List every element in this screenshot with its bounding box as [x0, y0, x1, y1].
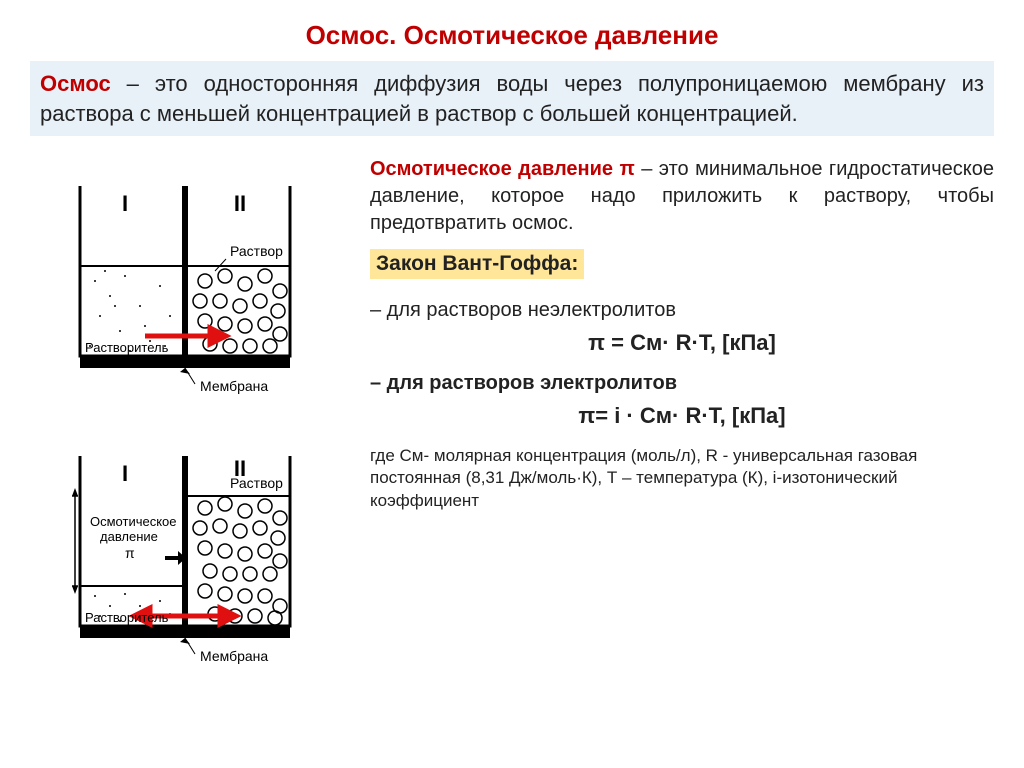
formula-electrolytes: π= i · Cᴍ· R·T, [кПа]	[370, 403, 994, 429]
svg-text:давление: давление	[100, 529, 158, 544]
label-membrane: Мембрана	[200, 378, 268, 394]
where-legend: где Cᴍ- молярная концентрация (моль/л), …	[370, 445, 994, 511]
definition-box: Осмос – это односторонняя диффузия воды …	[30, 61, 994, 136]
svg-text:Осмотическое: Осмотическое	[90, 514, 177, 529]
text-column: Осмотическое давление π – это минимально…	[360, 156, 994, 706]
osmotic-pressure-def: Осмотическое давление π – это минимально…	[370, 156, 994, 237]
svg-text:I: I	[122, 461, 128, 486]
page-title: Осмос. Осмотическое давление	[30, 20, 994, 51]
definition-text: – это односторонняя диффузия воды через …	[40, 71, 984, 126]
svg-text:Растворитель: Растворитель	[85, 610, 169, 625]
svg-text:π: π	[125, 545, 135, 561]
formula-nonelectrolytes: π = Cᴍ· R·T, [кПа]	[370, 330, 994, 356]
diagram-osmosis-equilibrium: I II Раствор Осмотическое давление π Рас…	[30, 426, 360, 676]
label-chamber-II: II	[234, 191, 246, 216]
definition-term: Осмос	[40, 71, 111, 96]
label-solution: Раствор	[230, 243, 283, 259]
diagram-osmosis-before: I II Раствор Растворитель Мембрана	[30, 156, 360, 396]
osmotic-term: Осмотическое давление π	[370, 158, 635, 180]
case-electrolytes-label: – для растворов электролитов	[370, 372, 994, 395]
svg-text:Мембрана: Мембрана	[200, 648, 268, 664]
diagram-column: I II Раствор Растворитель Мембрана	[30, 156, 360, 706]
case-nonelectrolytes-label: – для растворов неэлектролитов	[370, 299, 994, 322]
svg-text:Раствор: Раствор	[230, 475, 283, 491]
law-label: Закон Вант-Гоффа:	[370, 249, 584, 279]
label-solvent: Растворитель	[85, 340, 169, 355]
label-chamber-I: I	[122, 191, 128, 216]
